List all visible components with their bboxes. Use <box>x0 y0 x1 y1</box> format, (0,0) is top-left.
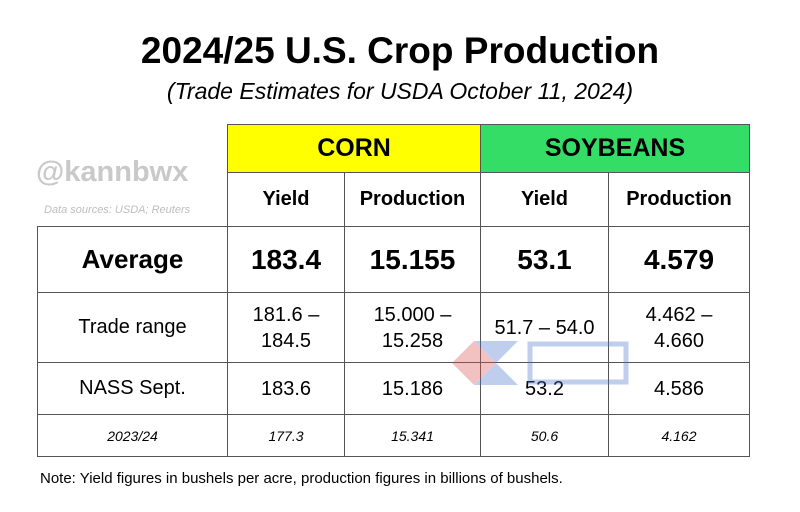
col-header-soy-yield: Yield <box>480 172 609 227</box>
group-header-soybeans: SOYBEANS <box>480 124 750 173</box>
cell-average-corn-production: 15.155 <box>344 226 481 293</box>
watermark-logo-icon <box>452 341 629 385</box>
row-label-nass-sept: NASS Sept. <box>37 362 228 415</box>
crop-table: CORN SOYBEANS Yield Production Yield Pro… <box>37 124 750 457</box>
cell-average-soy-yield: 53.1 <box>480 226 609 293</box>
cell-range-corn-yield: 181.6 – 184.5 <box>227 292 345 363</box>
corner-cell <box>38 125 228 173</box>
page-subtitle: (Trade Estimates for USDA October 11, 20… <box>166 78 634 104</box>
col-header-soy-production: Production <box>608 172 750 227</box>
data-sources: Data sources: USDA; Reuters <box>44 204 191 216</box>
cell-prior-soy-production: 4.162 <box>608 414 750 457</box>
col-header-corn-yield: Yield <box>227 172 345 227</box>
cell-nass-soy-production: 4.586 <box>608 362 750 415</box>
cell-average-corn-yield: 183.4 <box>227 226 345 293</box>
author-handle: @kannbwx <box>36 156 189 188</box>
cell-prior-soy-yield: 50.6 <box>480 414 609 457</box>
cell-average-soy-production: 4.579 <box>608 226 750 293</box>
page-title: 2024/25 U.S. Crop Production <box>140 30 660 71</box>
col-header-corn-production: Production <box>344 172 481 227</box>
row-label-trade-range: Trade range <box>37 292 228 363</box>
cell-nass-soy-yield: 53.2 <box>480 362 609 415</box>
cell-prior-corn-production: 15.341 <box>344 414 481 457</box>
row-label-prior-year: 2023/24 <box>37 414 228 457</box>
row-label-average: Average <box>37 226 228 293</box>
cell-prior-corn-yield: 177.3 <box>227 414 345 457</box>
cell-nass-corn-yield: 183.6 <box>227 362 345 415</box>
group-header-corn: CORN <box>227 124 481 173</box>
corner-cell <box>38 173 228 227</box>
cell-range-soy-production: 4.462 – 4.660 <box>608 292 750 363</box>
cell-nass-corn-production: 15.186 <box>344 362 481 415</box>
footnote: Note: Yield figures in bushels per acre,… <box>40 470 563 487</box>
